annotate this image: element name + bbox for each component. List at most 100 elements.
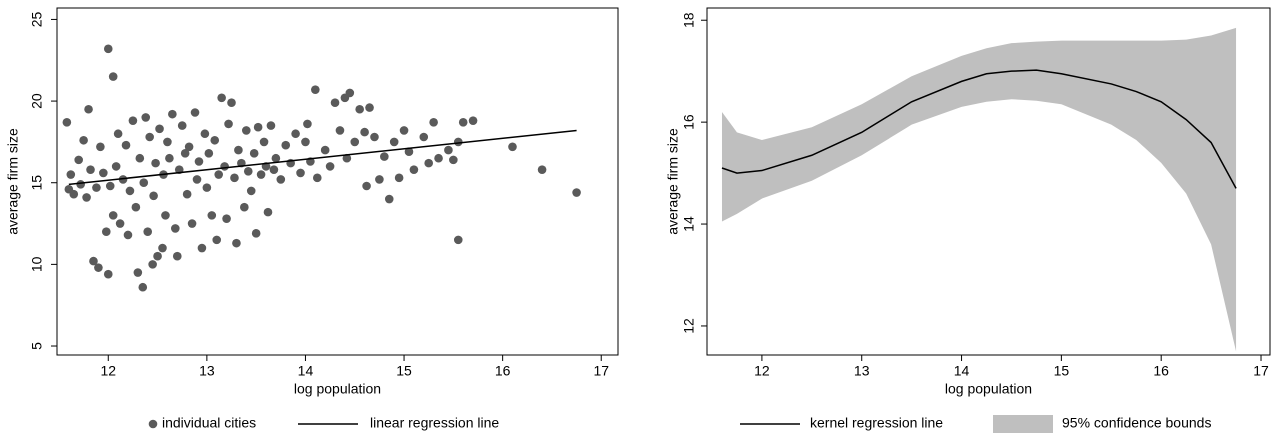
scatter-point xyxy=(301,137,310,147)
scatter-point xyxy=(320,145,330,155)
scatter-point xyxy=(111,162,121,171)
line xyxy=(721,69,1237,189)
scatter-point xyxy=(281,140,291,150)
scatter-point xyxy=(350,137,360,147)
scatter-point xyxy=(177,121,187,130)
scatter-point xyxy=(138,282,148,292)
scatter-point xyxy=(508,142,517,152)
x-tick-label: 13 xyxy=(199,363,215,379)
scatter-point xyxy=(227,98,236,108)
x-axis-label: log population xyxy=(945,381,1032,397)
scatter-point xyxy=(187,219,197,228)
scatter-point xyxy=(370,132,379,142)
scatter-point xyxy=(434,153,443,163)
scatter-point xyxy=(79,135,88,145)
scatter-point xyxy=(269,165,279,174)
scatter-point xyxy=(86,165,95,174)
x-tick-label: 16 xyxy=(1153,363,1169,379)
scatter-point xyxy=(232,238,241,248)
legend-label: kernel regression line xyxy=(810,415,943,431)
x-tick-label: 17 xyxy=(593,363,609,379)
scatter-point xyxy=(92,183,101,192)
scatter-point xyxy=(69,189,79,199)
y-tick-label: 25 xyxy=(29,11,45,27)
scatter-point xyxy=(165,153,174,163)
x-tick-label: 16 xyxy=(495,363,511,379)
scatter-point xyxy=(202,183,212,192)
scatter-point xyxy=(259,137,269,147)
scatter-point xyxy=(345,88,355,98)
scatter-point xyxy=(362,181,371,191)
scatter-point xyxy=(399,126,409,135)
scatter-point xyxy=(131,202,141,212)
scatter-point xyxy=(103,44,113,54)
scatter-point xyxy=(168,109,177,119)
scatter-point xyxy=(214,170,223,179)
x-axis-label: log population xyxy=(294,381,381,397)
scatter-point xyxy=(115,219,125,228)
y-tick-label: 10 xyxy=(29,256,45,272)
scatter-point xyxy=(335,126,345,135)
scatter-point xyxy=(153,251,162,261)
scatter-point xyxy=(217,93,226,103)
scatter-point xyxy=(143,227,153,237)
scatter-point xyxy=(342,153,352,163)
scatter-point xyxy=(449,155,458,165)
confidence-band xyxy=(721,27,1237,352)
legend-marker xyxy=(148,419,158,429)
scatter-point xyxy=(66,170,76,179)
x-tick-label: 12 xyxy=(754,363,770,379)
legend-label: linear regression line xyxy=(370,415,499,431)
y-tick-label: 12 xyxy=(681,318,697,334)
scatter-point xyxy=(394,173,404,183)
scatter-point xyxy=(271,153,281,163)
scatter-point xyxy=(312,173,322,183)
scatter-point xyxy=(230,173,239,183)
scatter-point xyxy=(62,118,72,127)
scatter-point xyxy=(105,181,115,191)
scatter-point xyxy=(135,153,145,163)
scatter-point xyxy=(94,263,103,272)
scatter-point xyxy=(240,202,249,212)
scatter-point xyxy=(128,116,138,125)
scatter-point xyxy=(155,124,164,134)
scatter-point xyxy=(424,158,433,168)
scatter-point xyxy=(266,121,276,130)
scatter-point xyxy=(172,251,182,261)
scatter-point xyxy=(296,168,305,178)
scatter-point xyxy=(234,145,243,155)
scatter-point xyxy=(123,230,133,240)
scatter-point xyxy=(222,214,231,223)
scatter-point xyxy=(409,165,419,174)
scatter-point xyxy=(149,191,158,201)
y-tick-label: 15 xyxy=(29,175,45,191)
scatter-point xyxy=(182,189,192,199)
scatter-point xyxy=(220,162,229,171)
x-tick-label: 13 xyxy=(854,363,870,379)
scatter-point xyxy=(200,129,210,139)
scatter-point xyxy=(365,103,374,112)
scatter-point xyxy=(291,129,300,139)
scatter-point xyxy=(251,229,261,238)
scatter-point xyxy=(419,132,429,142)
scatter-point xyxy=(311,85,320,94)
scatter-point xyxy=(404,147,414,156)
scatter-point xyxy=(453,137,463,147)
scatter-point xyxy=(458,118,468,127)
scatter-point xyxy=(242,126,251,135)
scatter-point xyxy=(180,149,190,158)
scatter-point xyxy=(253,122,263,132)
y-tick-label: 5 xyxy=(29,342,45,350)
scatter-point xyxy=(444,145,453,155)
y-tick-label: 18 xyxy=(681,12,697,28)
scatter-point xyxy=(74,155,83,165)
scatter-point xyxy=(161,211,170,220)
y-tick-label: 16 xyxy=(681,114,697,130)
scatter-point xyxy=(256,170,266,179)
legend-label: individual cities xyxy=(162,415,256,431)
scatter-point xyxy=(151,158,160,168)
scatter-point xyxy=(249,149,259,158)
scatter-point xyxy=(101,227,111,237)
y-tick-label: 20 xyxy=(29,93,45,109)
